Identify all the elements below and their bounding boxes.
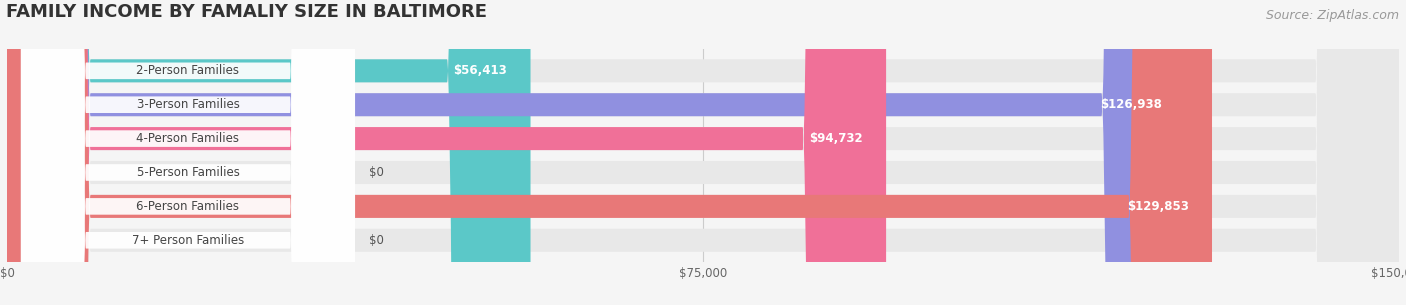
FancyBboxPatch shape	[7, 0, 530, 305]
Text: 3-Person Families: 3-Person Families	[136, 98, 239, 111]
FancyBboxPatch shape	[7, 0, 1399, 305]
Text: $129,853: $129,853	[1128, 200, 1189, 213]
FancyBboxPatch shape	[7, 0, 1212, 305]
FancyBboxPatch shape	[21, 0, 354, 305]
FancyBboxPatch shape	[7, 0, 1185, 305]
Text: 6-Person Families: 6-Person Families	[136, 200, 239, 213]
Text: $94,732: $94,732	[810, 132, 863, 145]
Text: $0: $0	[368, 234, 384, 247]
FancyBboxPatch shape	[21, 0, 354, 305]
FancyBboxPatch shape	[7, 0, 1399, 305]
Text: 7+ Person Families: 7+ Person Families	[132, 234, 245, 247]
FancyBboxPatch shape	[21, 0, 354, 305]
FancyBboxPatch shape	[21, 0, 354, 305]
FancyBboxPatch shape	[7, 0, 1399, 305]
Text: Source: ZipAtlas.com: Source: ZipAtlas.com	[1265, 9, 1399, 22]
Text: 2-Person Families: 2-Person Families	[136, 64, 239, 77]
FancyBboxPatch shape	[7, 0, 886, 305]
Text: FAMILY INCOME BY FAMALIY SIZE IN BALTIMORE: FAMILY INCOME BY FAMALIY SIZE IN BALTIMO…	[6, 3, 486, 21]
Text: $56,413: $56,413	[454, 64, 508, 77]
FancyBboxPatch shape	[7, 0, 1399, 305]
FancyBboxPatch shape	[21, 0, 354, 305]
FancyBboxPatch shape	[21, 0, 354, 305]
FancyBboxPatch shape	[7, 0, 1399, 305]
FancyBboxPatch shape	[7, 0, 1399, 305]
Text: $0: $0	[368, 166, 384, 179]
Text: 5-Person Families: 5-Person Families	[136, 166, 239, 179]
Text: 4-Person Families: 4-Person Families	[136, 132, 239, 145]
Text: $126,938: $126,938	[1099, 98, 1161, 111]
